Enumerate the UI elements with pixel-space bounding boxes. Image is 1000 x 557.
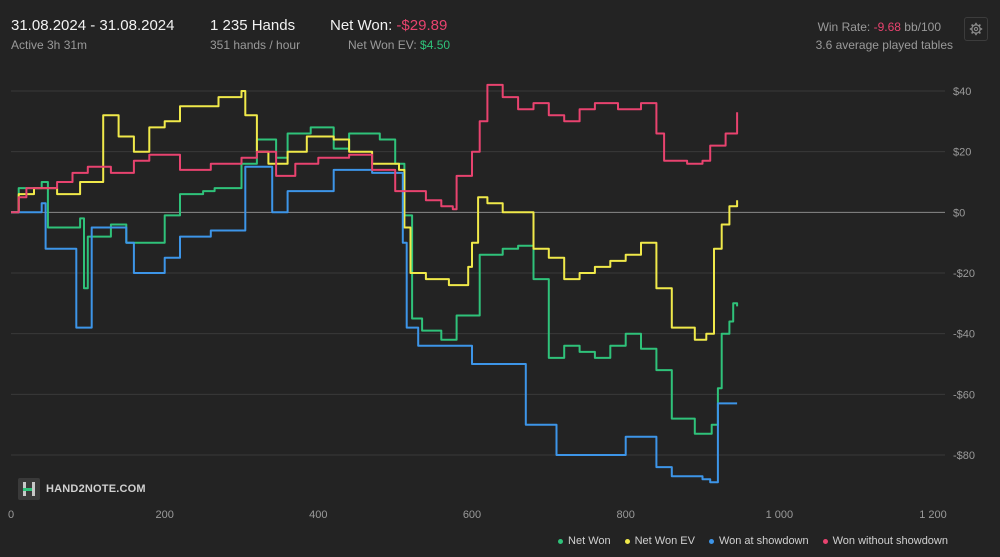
logo-text: HAND2NOTE.COM: [46, 483, 146, 495]
legend-label: Won without showdown: [832, 535, 948, 547]
win-rate: Win Rate: -9.68 bb/100: [818, 20, 941, 34]
series-line-won-at-showdown: [11, 165, 738, 484]
legend-item-net-won[interactable]: Net Won: [558, 535, 611, 547]
x-tick-label: 800: [616, 509, 634, 521]
settings-button[interactable]: [964, 17, 988, 41]
net-won-label: Net Won:: [330, 17, 393, 34]
legend-dot: [624, 538, 630, 544]
legend-item-net-won-ev[interactable]: Net Won EV: [624, 535, 695, 547]
legend-label: Net Won EV: [634, 535, 695, 547]
y-tick-label: -$80: [953, 450, 975, 462]
series-line-net-won-ev: [11, 90, 739, 341]
net-won-ev-label: Net Won EV:: [348, 38, 417, 52]
y-tick-label: -$60: [953, 389, 975, 401]
series-line-won-without-showdown: [11, 83, 739, 214]
legend-dot: [708, 538, 714, 544]
chart-legend: Net Won Net Won EV Won at showdown Won w…: [558, 535, 948, 547]
legend-dot: [558, 538, 564, 544]
y-tick-label: -$20: [953, 268, 975, 280]
net-won-ev: Net Won EV: $4.50: [348, 38, 450, 52]
gear-icon: [969, 22, 983, 36]
series-lines: [11, 83, 739, 484]
logo-icon: [18, 478, 40, 500]
net-won-value: -$29.89: [396, 17, 448, 34]
net-won: Net Won: -$29.89: [330, 17, 447, 34]
x-tick-label: 0: [8, 509, 14, 521]
x-axis-ticks: 0 200 400 600 800 1 000 1 200: [8, 509, 947, 521]
hands-per-hour: 351 hands / hour: [210, 38, 301, 52]
x-tick-label: 1 000: [766, 509, 794, 521]
x-tick-label: 1 200: [919, 509, 947, 521]
legend-label: Won at showdown: [718, 535, 809, 547]
y-tick-label: $0: [953, 207, 965, 219]
win-rate-label: Win Rate:: [817, 20, 871, 34]
stats-header: 31.08.2024 - 31.08.2024 Active 3h 31m 1 …: [0, 0, 1000, 57]
x-tick-label: 600: [463, 509, 481, 521]
hands-count: 1 235 Hands: [210, 17, 296, 34]
y-tick-label: -$40: [953, 329, 975, 341]
legend-label: Net Won: [568, 535, 611, 547]
y-axis-ticks: $40 $20 $0 -$20 -$40 -$60 -$80: [953, 86, 975, 462]
y-tick-label: $40: [953, 86, 971, 98]
y-tick-label: $20: [953, 147, 971, 159]
date-range: 31.08.2024 - 31.08.2024: [11, 17, 175, 34]
average-tables: 3.6 average played tables: [815, 38, 953, 52]
x-tick-label: 400: [309, 509, 327, 521]
win-rate-unit: bb/100: [904, 20, 941, 34]
win-rate-value: -9.68: [873, 20, 901, 34]
legend-dot: [822, 538, 828, 544]
hand2note-logo: HAND2NOTE.COM: [18, 478, 146, 500]
net-won-ev-value: $4.50: [420, 38, 451, 52]
x-tick-label: 200: [155, 509, 173, 521]
legend-item-won-at-showdown[interactable]: Won at showdown: [708, 535, 809, 547]
active-time: Active 3h 31m: [11, 38, 88, 52]
legend-item-won-without-showdown[interactable]: Won without showdown: [822, 535, 948, 547]
